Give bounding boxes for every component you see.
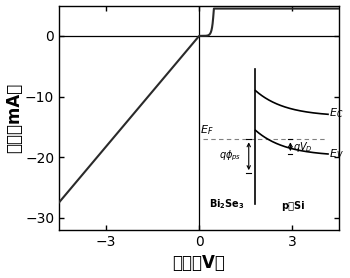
X-axis label: 偏压（V）: 偏压（V） bbox=[173, 254, 225, 272]
Y-axis label: 电流（mA）: 电流（mA） bbox=[6, 83, 23, 153]
